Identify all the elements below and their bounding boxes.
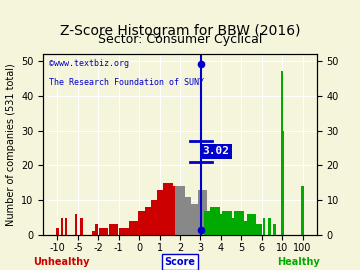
Bar xyxy=(198,190,207,235)
Bar xyxy=(301,186,303,235)
Bar xyxy=(216,214,226,235)
Bar xyxy=(188,204,197,235)
Bar xyxy=(181,197,191,235)
Bar xyxy=(75,214,77,235)
Bar xyxy=(144,207,154,235)
Bar xyxy=(163,183,172,235)
Bar xyxy=(157,190,166,235)
Bar xyxy=(150,200,160,235)
Title: Z-Score Histogram for BBW (2016): Z-Score Histogram for BBW (2016) xyxy=(60,23,300,38)
Bar xyxy=(91,231,95,235)
Bar xyxy=(268,218,271,235)
Bar xyxy=(99,228,108,235)
Bar xyxy=(60,218,63,235)
Bar xyxy=(263,218,265,235)
Bar xyxy=(228,218,238,235)
Bar xyxy=(129,221,139,235)
Bar xyxy=(194,204,203,235)
Bar xyxy=(138,211,148,235)
Y-axis label: Number of companies (531 total): Number of companies (531 total) xyxy=(5,63,15,226)
Text: The Research Foundation of SUNY: The Research Foundation of SUNY xyxy=(49,77,204,86)
Bar xyxy=(240,221,250,235)
Bar xyxy=(247,214,256,235)
Text: Unhealthy: Unhealthy xyxy=(33,257,89,267)
Bar xyxy=(204,211,213,235)
Text: 3.02: 3.02 xyxy=(202,146,229,156)
Bar xyxy=(282,130,284,235)
Text: Sector: Consumer Cyclical: Sector: Consumer Cyclical xyxy=(98,33,262,46)
Text: ©www.textbiz.org: ©www.textbiz.org xyxy=(49,59,129,68)
Bar xyxy=(57,228,59,235)
Bar xyxy=(80,218,83,235)
Bar xyxy=(210,207,220,235)
Bar xyxy=(175,186,185,235)
Bar xyxy=(222,211,232,235)
Bar xyxy=(65,218,67,235)
Bar xyxy=(253,224,262,235)
Bar xyxy=(273,224,276,235)
Bar xyxy=(109,224,118,235)
Bar xyxy=(234,211,244,235)
Bar xyxy=(119,228,129,235)
Bar xyxy=(169,186,179,235)
Bar xyxy=(282,71,283,235)
Bar xyxy=(95,224,98,235)
Bar xyxy=(57,231,59,235)
Text: Healthy: Healthy xyxy=(278,257,320,267)
Text: Score: Score xyxy=(165,257,195,267)
